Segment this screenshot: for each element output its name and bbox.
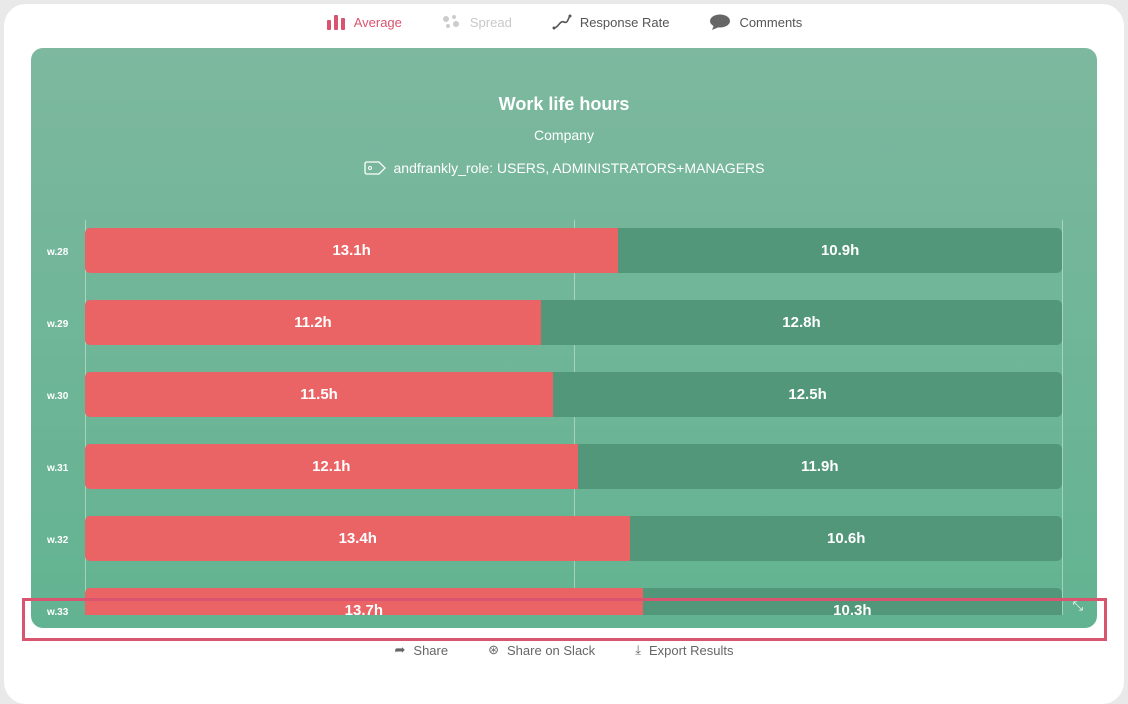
plot-area[interactable]: w.28 13.1h 10.9h w.29 11.2h 12.8h w.30 11.5h 12.… xyxy=(31,220,1097,615)
download-icon: ⤓ xyxy=(635,642,641,657)
tab-response-rate[interactable]: Response Rate xyxy=(552,14,669,30)
bar-row: 11.5h 12.5h xyxy=(85,372,1062,417)
comment-icon xyxy=(710,14,731,30)
bar-row: 12.1h 11.9h xyxy=(85,444,1062,489)
chart-title: Work life hours xyxy=(498,94,630,114)
share-icon: ➦ xyxy=(394,642,406,657)
data-label: 12.1h xyxy=(312,458,351,475)
chart-panel: Work life hours Company andfrankly_role:… xyxy=(31,48,1097,628)
data-label: 11.2h xyxy=(294,314,332,331)
bar-segment-b[interactable]: 12.5h xyxy=(553,372,1062,417)
bar-segment-b[interactable]: 11.9h xyxy=(577,444,1062,489)
line-icon xyxy=(552,14,572,30)
scatter-icon xyxy=(442,15,459,28)
data-label: 10.3h xyxy=(833,602,872,615)
y-tick-label: w.32 xyxy=(47,535,69,546)
highlight-box xyxy=(22,598,1107,641)
bar-row: 13.4h 10.6h xyxy=(85,516,1062,561)
data-label: 10.9h xyxy=(820,242,860,259)
bar-segment-a[interactable]: 13.7h xyxy=(85,588,643,615)
y-tick-label: w.31 xyxy=(47,463,69,474)
footer-actions: ➦ Share ⊛ Share on Slack ⤓ Export Results xyxy=(0,642,1128,658)
data-label: 13.7h xyxy=(344,602,384,615)
bar-row: 13.1h 10.9h xyxy=(85,228,1062,273)
bar-segment-b[interactable]: 10.6h xyxy=(630,516,1062,561)
slack-icon: ⊛ xyxy=(488,642,500,657)
share-button[interactable]: ➦ Share xyxy=(394,642,449,658)
bar-row: 13.7h 10.3h xyxy=(85,588,1062,615)
bar-segment-a[interactable]: 11.5h xyxy=(85,372,554,417)
bar-chart-icon xyxy=(326,15,345,30)
data-label: 12.5h xyxy=(788,386,827,403)
export-button[interactable]: ⤓ Export Results xyxy=(635,642,734,658)
tag-icon xyxy=(363,161,386,175)
y-tick-label: w.29 xyxy=(47,319,69,330)
filter-tag: andfrankly_role: USERS, ADMINISTRATORS+M… xyxy=(31,160,1097,176)
data-label: 11.5h xyxy=(300,386,338,403)
data-label: 13.1h xyxy=(332,242,371,259)
gridline xyxy=(85,220,86,615)
data-label: 12.8h xyxy=(782,314,821,331)
bar-segment-a[interactable]: 11.2h xyxy=(85,300,541,345)
view-tabs: Average Spread Response Rate Comments xyxy=(0,14,1128,30)
y-tick-label: w.28 xyxy=(47,247,69,258)
bar-segment-a[interactable]: 12.1h xyxy=(85,444,578,489)
data-label: 13.4h xyxy=(338,530,377,547)
tab-average[interactable]: Average xyxy=(326,14,402,30)
tab-spread[interactable]: Spread xyxy=(442,14,512,30)
data-label: 10.6h xyxy=(827,530,866,547)
y-tick-label: w.30 xyxy=(47,391,69,402)
bar-segment-a[interactable]: 13.4h xyxy=(85,516,631,561)
chart-subtitle: Company xyxy=(534,127,594,143)
gridline xyxy=(573,220,575,615)
bar-segment-b[interactable]: 10.3h xyxy=(642,588,1062,615)
bar-segment-b[interactable]: 10.9h xyxy=(618,228,1062,273)
tab-comments[interactable]: Comments xyxy=(709,14,802,30)
share-slack-button[interactable]: ⊛ Share on Slack xyxy=(488,642,596,658)
data-label: 11.9h xyxy=(801,458,839,475)
bar-segment-a[interactable]: 13.1h xyxy=(85,228,619,273)
bar-row: 11.2h 12.8h xyxy=(85,300,1062,345)
expand-icon[interactable]: ⤡ xyxy=(1072,598,1083,613)
bar-segment-b[interactable]: 12.8h xyxy=(540,300,1062,345)
y-tick-label: w.33 xyxy=(47,607,69,615)
gridline xyxy=(1062,220,1063,615)
